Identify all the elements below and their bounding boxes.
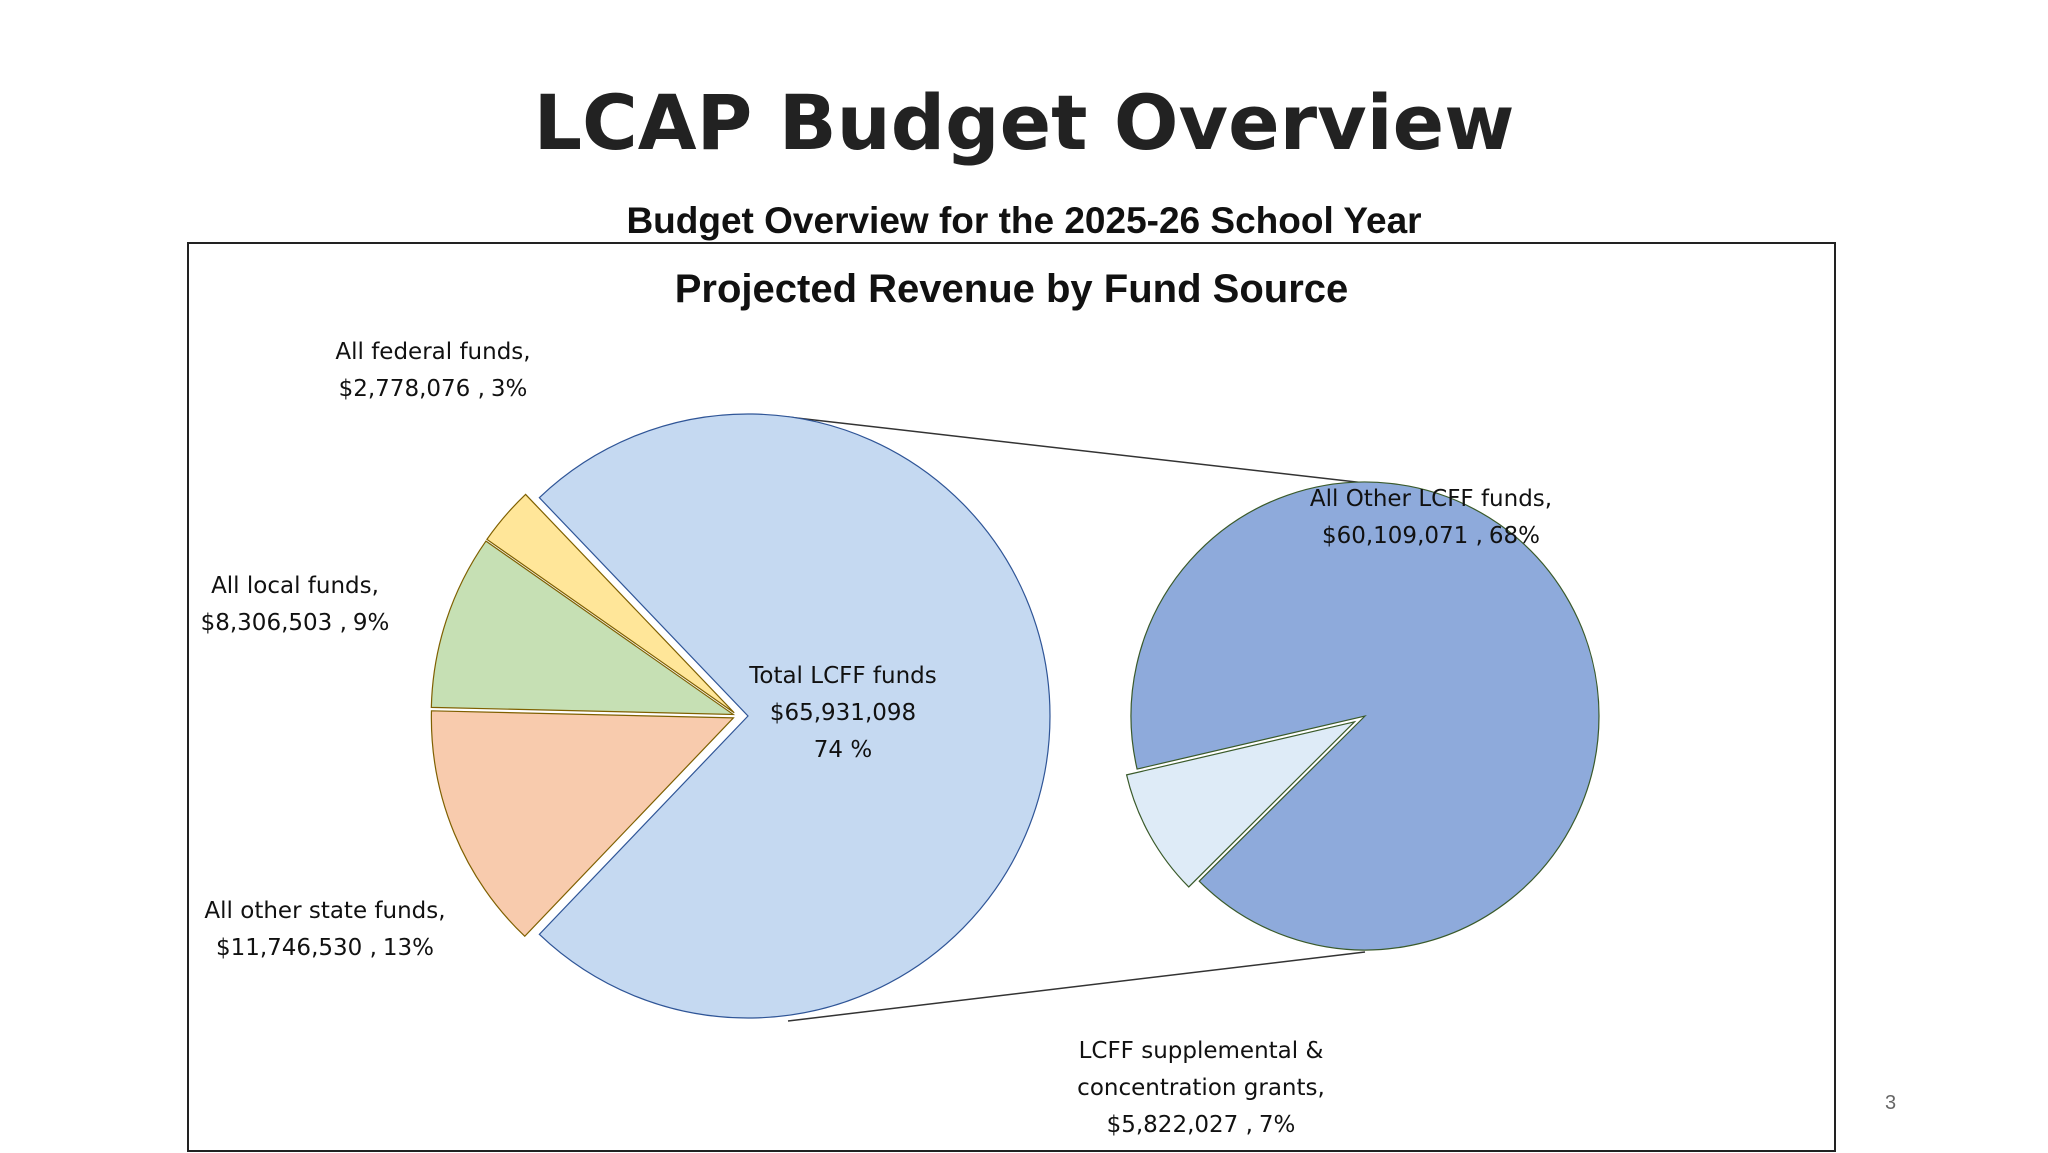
data-label-value-line: $65,931,098 xyxy=(713,695,973,732)
data-label-value: $8,306,503 , xyxy=(200,610,347,636)
data-label: LCFF supplemental & concentration grants… xyxy=(1056,1033,1346,1144)
pie-slice xyxy=(1125,720,1357,888)
connector-line xyxy=(787,951,1366,1022)
data-label-percent: 7% xyxy=(1258,1112,1296,1138)
data-label-percent: 68% xyxy=(1488,523,1541,549)
data-label-percent: 13% xyxy=(382,935,435,961)
pie-slice xyxy=(430,540,736,716)
chart-frame xyxy=(187,242,1836,1152)
data-label-percent: 9% xyxy=(352,610,390,636)
data-label-category: All federal funds, xyxy=(335,339,531,365)
pie-slice xyxy=(430,710,735,938)
chart-subtitle: Budget Overview for the 2025-26 School Y… xyxy=(626,200,1422,241)
data-label-value-line: $2,778,076 , 3% xyxy=(273,371,593,408)
slide-title: LCAP Budget Overview xyxy=(533,78,1515,167)
data-label: All federal funds, $2,778,076 , 3% xyxy=(273,334,593,408)
data-label-category: Total LCFF funds xyxy=(749,663,937,689)
data-label-value-line: $11,746,530 , 13% xyxy=(155,930,495,967)
data-label-value: $5,822,027 , xyxy=(1106,1112,1253,1138)
data-label-percent: 74 % xyxy=(813,737,873,763)
pie-slice xyxy=(1130,481,1600,951)
data-label-value-line: $8,306,503 , 9% xyxy=(135,605,455,642)
chart-title: Projected Revenue by Fund Source xyxy=(674,267,1349,311)
data-label-category: LCFF supplemental & concentration grants… xyxy=(1077,1038,1325,1101)
data-label-value-line: $60,109,071 , 68% xyxy=(1261,518,1601,555)
pie-slice xyxy=(538,413,1051,1019)
data-label-category: All other state funds, xyxy=(204,898,446,924)
data-label-value: $60,109,071 , xyxy=(1321,523,1483,549)
data-label: All Other LCFF funds, $60,109,071 , 68% xyxy=(1261,481,1601,555)
data-label: All other state funds, $11,746,530 , 13% xyxy=(155,893,495,967)
data-label-category: All Other LCFF funds, xyxy=(1309,486,1553,512)
data-label-value: $65,931,098 xyxy=(769,700,917,726)
data-label-percent: 3% xyxy=(490,376,528,402)
data-label: All local funds, $8,306,503 , 9% xyxy=(135,568,455,642)
data-label-value-line: $5,822,027 , 7% xyxy=(1056,1107,1346,1144)
page-number: 3 xyxy=(1885,1092,1897,1114)
data-label-value: $2,778,076 , xyxy=(338,376,485,402)
data-label-value: $11,746,530 , xyxy=(215,935,377,961)
data-label-category: All local funds, xyxy=(211,573,379,599)
data-label: Total LCFF funds $65,931,098 74 % xyxy=(713,658,973,769)
connector-line xyxy=(787,416,1366,484)
pie-slice xyxy=(486,493,735,714)
